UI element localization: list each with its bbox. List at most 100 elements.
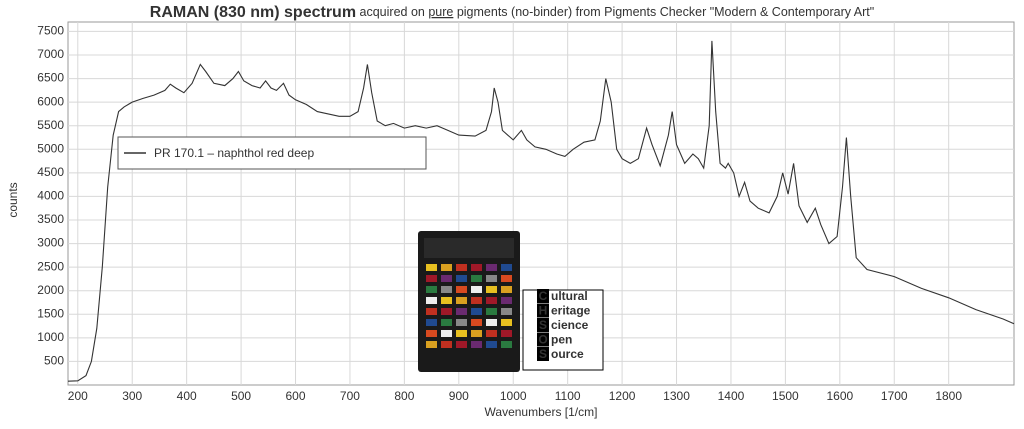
swatch	[471, 286, 482, 293]
swatch	[441, 341, 452, 348]
swatch	[471, 275, 482, 282]
chart-title: RAMAN (830 nm) spectrum acquired on pure…	[150, 4, 874, 21]
logo-initial: S	[539, 347, 547, 361]
swatch	[501, 330, 512, 337]
swatch	[501, 264, 512, 271]
y-tick-label: 6500	[37, 71, 64, 85]
x-tick-label: 1500	[772, 389, 799, 403]
logo-initial-box	[537, 318, 549, 332]
y-tick-label: 5500	[37, 118, 64, 132]
swatch	[441, 308, 452, 315]
swatch	[426, 297, 437, 304]
title-text: acquired on	[356, 5, 428, 19]
swatch	[441, 275, 452, 282]
swatch	[501, 275, 512, 282]
x-tick-label: 1200	[609, 389, 636, 403]
swatch	[486, 319, 497, 326]
swatch	[441, 297, 452, 304]
x-tick-label: 400	[177, 389, 197, 403]
y-tick-label: 7000	[37, 47, 64, 61]
x-tick-label: 700	[340, 389, 360, 403]
swatch	[456, 286, 467, 293]
swatch	[426, 341, 437, 348]
swatch	[501, 286, 512, 293]
swatch	[501, 341, 512, 348]
legend-box	[117, 136, 427, 170]
swatch	[471, 264, 482, 271]
swatches	[426, 264, 512, 348]
x-tick-label: 600	[286, 389, 306, 403]
swatch	[486, 330, 497, 337]
swatch	[501, 297, 512, 304]
y-tick-label: 5000	[37, 141, 64, 155]
logo-initial: C	[539, 289, 548, 303]
logo-word: pen	[551, 333, 572, 347]
x-tick-label: 1800	[935, 389, 962, 403]
swatch	[486, 341, 497, 348]
y-tick-label: 4500	[37, 165, 64, 179]
x-tick-label: 300	[122, 389, 142, 403]
swatch	[486, 297, 497, 304]
swatch	[471, 308, 482, 315]
swatch	[486, 308, 497, 315]
y-tick-label: 3000	[37, 236, 64, 250]
x-tick-label: 900	[449, 389, 469, 403]
logo-initial: S	[539, 318, 547, 332]
x-tick-label: 1600	[826, 389, 853, 403]
logo-initial-box	[537, 332, 549, 347]
y-tick-label: 1000	[37, 330, 64, 344]
logo-initial: O	[538, 333, 547, 347]
swatch	[486, 275, 497, 282]
swatch	[426, 308, 437, 315]
swatch	[441, 330, 452, 337]
logo-frame	[522, 289, 604, 371]
spectrum-line	[67, 40, 1015, 382]
x-axis-label: Wavenumbers [1/cm]	[485, 405, 598, 419]
x-tick-label: 800	[394, 389, 414, 403]
y-tick-label: 4000	[37, 189, 64, 203]
card-header	[424, 238, 514, 258]
pigment-card	[418, 231, 520, 372]
swatch	[471, 319, 482, 326]
x-tick-label: 1000	[500, 389, 527, 403]
swatch	[486, 286, 497, 293]
title-text: pure	[428, 5, 453, 19]
swatch	[456, 341, 467, 348]
swatch	[426, 275, 437, 282]
x-tick-label: 1300	[663, 389, 690, 403]
swatch	[441, 264, 452, 271]
y-axis-label: counts	[6, 182, 20, 217]
swatch	[456, 297, 467, 304]
logo-word: ultural	[551, 289, 588, 303]
swatch	[456, 275, 467, 282]
swatch	[501, 308, 512, 315]
swatch	[471, 330, 482, 337]
swatch	[441, 319, 452, 326]
logo-initial-box	[537, 289, 549, 303]
legend-label: PR 170.1 – naphthol red deep	[154, 146, 314, 160]
logo-word: ource	[551, 347, 584, 361]
logo-initial-box	[537, 303, 549, 318]
y-tick-label: 2000	[37, 283, 64, 297]
y-tick-label: 3500	[37, 212, 64, 226]
logo-word: cience	[551, 318, 589, 332]
swatch	[486, 264, 497, 271]
y-tick-label: 500	[44, 354, 64, 368]
swatch	[441, 286, 452, 293]
title-main: RAMAN (830 nm) spectrum	[150, 4, 356, 21]
swatch	[471, 297, 482, 304]
swatch	[456, 308, 467, 315]
logo-initial-box	[537, 347, 549, 361]
x-tick-label: 1100	[555, 389, 581, 403]
logo-word: eritage	[551, 304, 591, 318]
swatch	[426, 286, 437, 293]
y-tick-label: 7500	[37, 24, 64, 38]
swatch	[456, 264, 467, 271]
title-text: pigments (no-binder) from Pigments Check…	[453, 5, 874, 19]
x-tick-label: 200	[68, 389, 88, 403]
swatch	[426, 319, 437, 326]
swatch	[501, 319, 512, 326]
swatch	[456, 319, 467, 326]
